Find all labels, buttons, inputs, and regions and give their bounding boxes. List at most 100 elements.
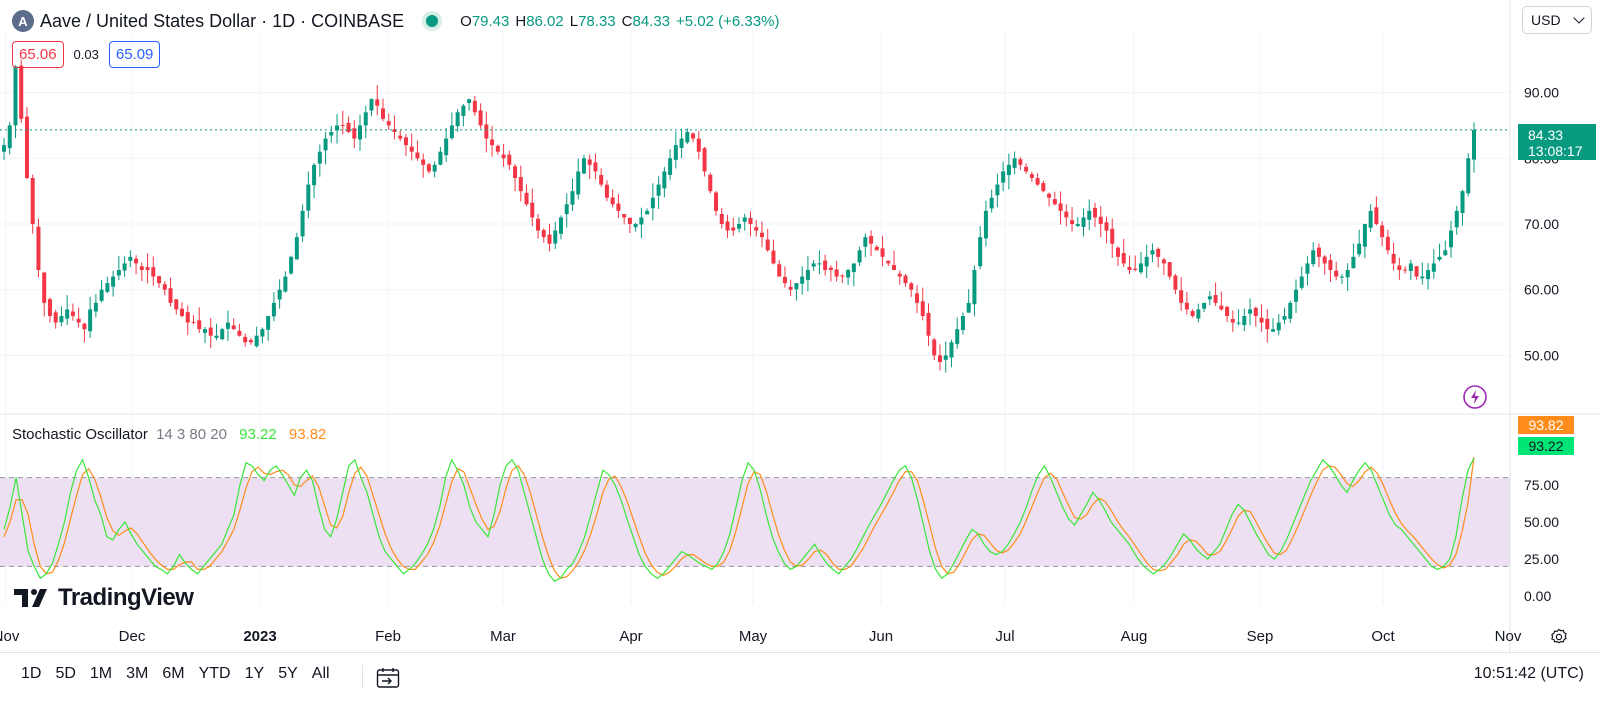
brand-name: TradingView [58,584,194,611]
candle-body [587,159,592,165]
time-tick-label: Oct [1371,628,1395,645]
candle-body [937,355,942,362]
candle-body [157,276,162,284]
range-button-5d[interactable]: 5D [55,665,76,682]
candle-body [185,312,190,323]
candle-body [283,276,288,292]
candle-body [1035,178,1040,185]
candle-body [300,210,305,237]
market-status-icon[interactable] [426,15,439,27]
candle-body [1150,250,1155,255]
candle-body [42,272,47,303]
candle-body [765,239,770,251]
candle-body [289,256,294,274]
time-tick-label: May [739,628,768,645]
candle-body [409,146,414,152]
candle-body [1242,316,1247,326]
candle-body [518,177,523,192]
candle-body [880,248,885,257]
candle-body [714,192,719,211]
lightning-icon[interactable] [1462,384,1488,410]
candle-body [800,276,805,284]
candle-body [346,122,351,132]
candle-body [168,288,173,303]
settings-gear-icon[interactable] [1550,628,1568,646]
candle-body [782,276,787,284]
range-button-1m[interactable]: 1M [89,665,113,682]
candle-body [1374,207,1379,224]
time-tick-label: Nov [1495,628,1522,645]
currency-label: USD [1531,12,1561,28]
candle-body [99,289,104,301]
tradingview-logo[interactable]: TradingView [14,584,194,612]
candle-body [392,129,397,132]
candle-body [564,204,569,215]
candle-body [197,320,202,330]
candle-body [708,174,713,192]
candle-body [1179,290,1184,303]
range-button-1y[interactable]: 1Y [244,665,265,682]
range-button-5y[interactable]: 5Y [278,665,298,682]
range-button-all[interactable]: All [311,665,330,682]
candle-body [1437,256,1442,260]
stoch-legend[interactable]: Stochastic Oscillator 14 3 80 20 93.22 9… [12,426,326,443]
candle-body [180,308,185,316]
candle-body [920,301,925,316]
candle-body [846,270,851,278]
stoch-k-value: 93.22 [239,426,277,443]
candle-body [840,275,845,277]
candle-body [576,171,581,195]
candle-body [7,125,12,149]
range-button-ytd[interactable]: YTD [198,665,231,682]
bid-price[interactable]: 65.06 [12,41,64,68]
candle-body [633,224,638,228]
candle-body [593,162,598,172]
candle-body [1426,270,1431,280]
candle-body [415,152,420,159]
price-tick-label: 90.00 [1524,85,1559,101]
candle-body [1001,171,1006,183]
candle-body [1265,318,1270,330]
utc-clock[interactable]: 10:51:42 (UTC) [1473,665,1584,682]
symbol-title[interactable]: Aave / United States Dollar · 1D · COINB… [40,10,405,31]
candle-body [599,174,604,185]
candles [2,59,1476,373]
currency-select[interactable]: USD [1522,6,1592,34]
price-tick-label: 70.00 [1524,216,1559,232]
candle-body [352,128,357,139]
range-button-6m[interactable]: 6M [162,665,185,682]
stoch-tick-label: 75.00 [1524,477,1559,493]
time-tick-label: Feb [375,628,401,645]
candle-body [536,218,541,231]
tradingview-logo-icon [14,589,47,607]
calendar-goto-icon[interactable] [376,667,400,689]
candle-body [1282,316,1287,320]
candle-body [1276,322,1281,331]
candle-body [857,250,862,263]
candle-body [122,263,127,271]
ask-price[interactable]: 65.09 [108,41,161,68]
candle-body [1472,129,1476,160]
range-button-1d[interactable]: 1D [21,665,42,682]
candle-body [36,226,41,270]
candle-body [685,132,690,143]
candle-body [1351,256,1356,269]
candle-body [1385,236,1390,251]
candle-body [271,302,276,317]
candle-body [725,221,730,231]
candle-body [1133,268,1138,270]
candle-body [696,138,701,152]
stoch-d-line [3,457,1475,579]
candle-body [1460,191,1465,214]
time-axis: Nov Dec 2023 Feb Mar Apr May Jun Jul Aug Sep Oct Nov [0,628,1522,645]
candle-body [909,283,914,290]
range-button-3m[interactable]: 3M [126,665,149,682]
candle-body [897,273,902,277]
candle-body [93,302,98,312]
candle-body [1052,199,1057,205]
ohlc-low: L78.33 [569,12,616,30]
candle-body [662,171,667,189]
price-tick-label: 60.00 [1524,282,1559,298]
candle-body [1081,217,1086,227]
